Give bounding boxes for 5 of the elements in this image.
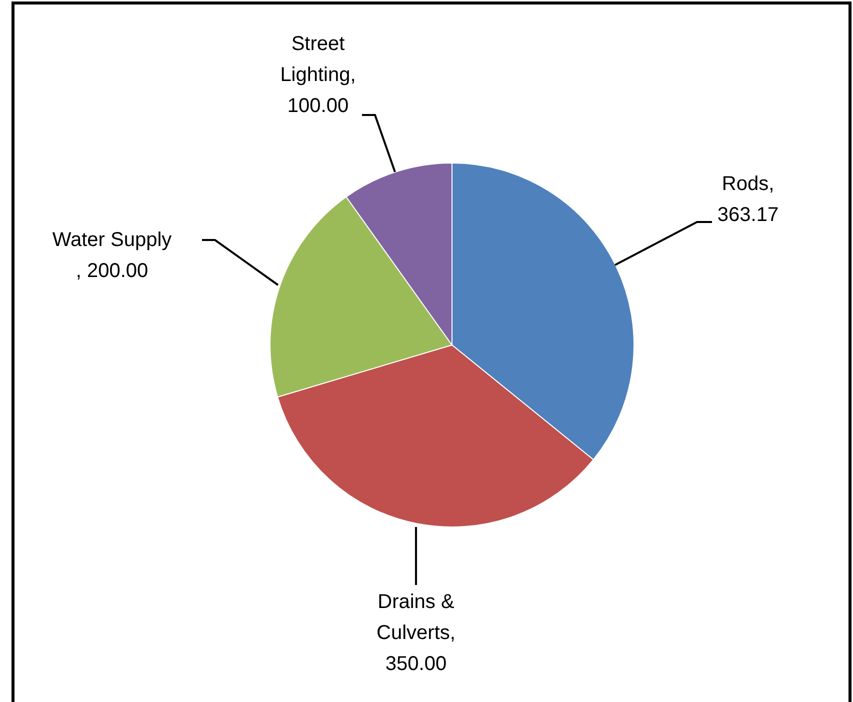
data-label: , 200.00 [76,260,148,282]
slice-label: Rods, 363.17 [717,173,779,226]
slice-label: Street Lighting, 100.00 [280,33,356,117]
slice-label: Water Supply [52,229,172,251]
slice-label: Drains & Culverts, 350.00 [376,591,456,675]
